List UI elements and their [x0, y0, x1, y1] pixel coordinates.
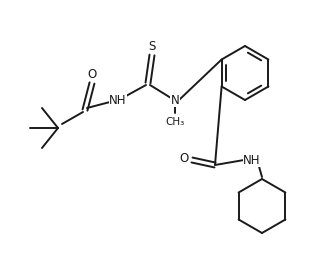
Text: NH: NH: [243, 154, 261, 166]
Text: CH₃: CH₃: [165, 117, 185, 127]
Text: O: O: [180, 152, 188, 166]
Text: NH: NH: [109, 94, 127, 106]
Text: S: S: [148, 39, 156, 53]
Text: O: O: [87, 68, 97, 80]
Text: N: N: [171, 94, 180, 106]
